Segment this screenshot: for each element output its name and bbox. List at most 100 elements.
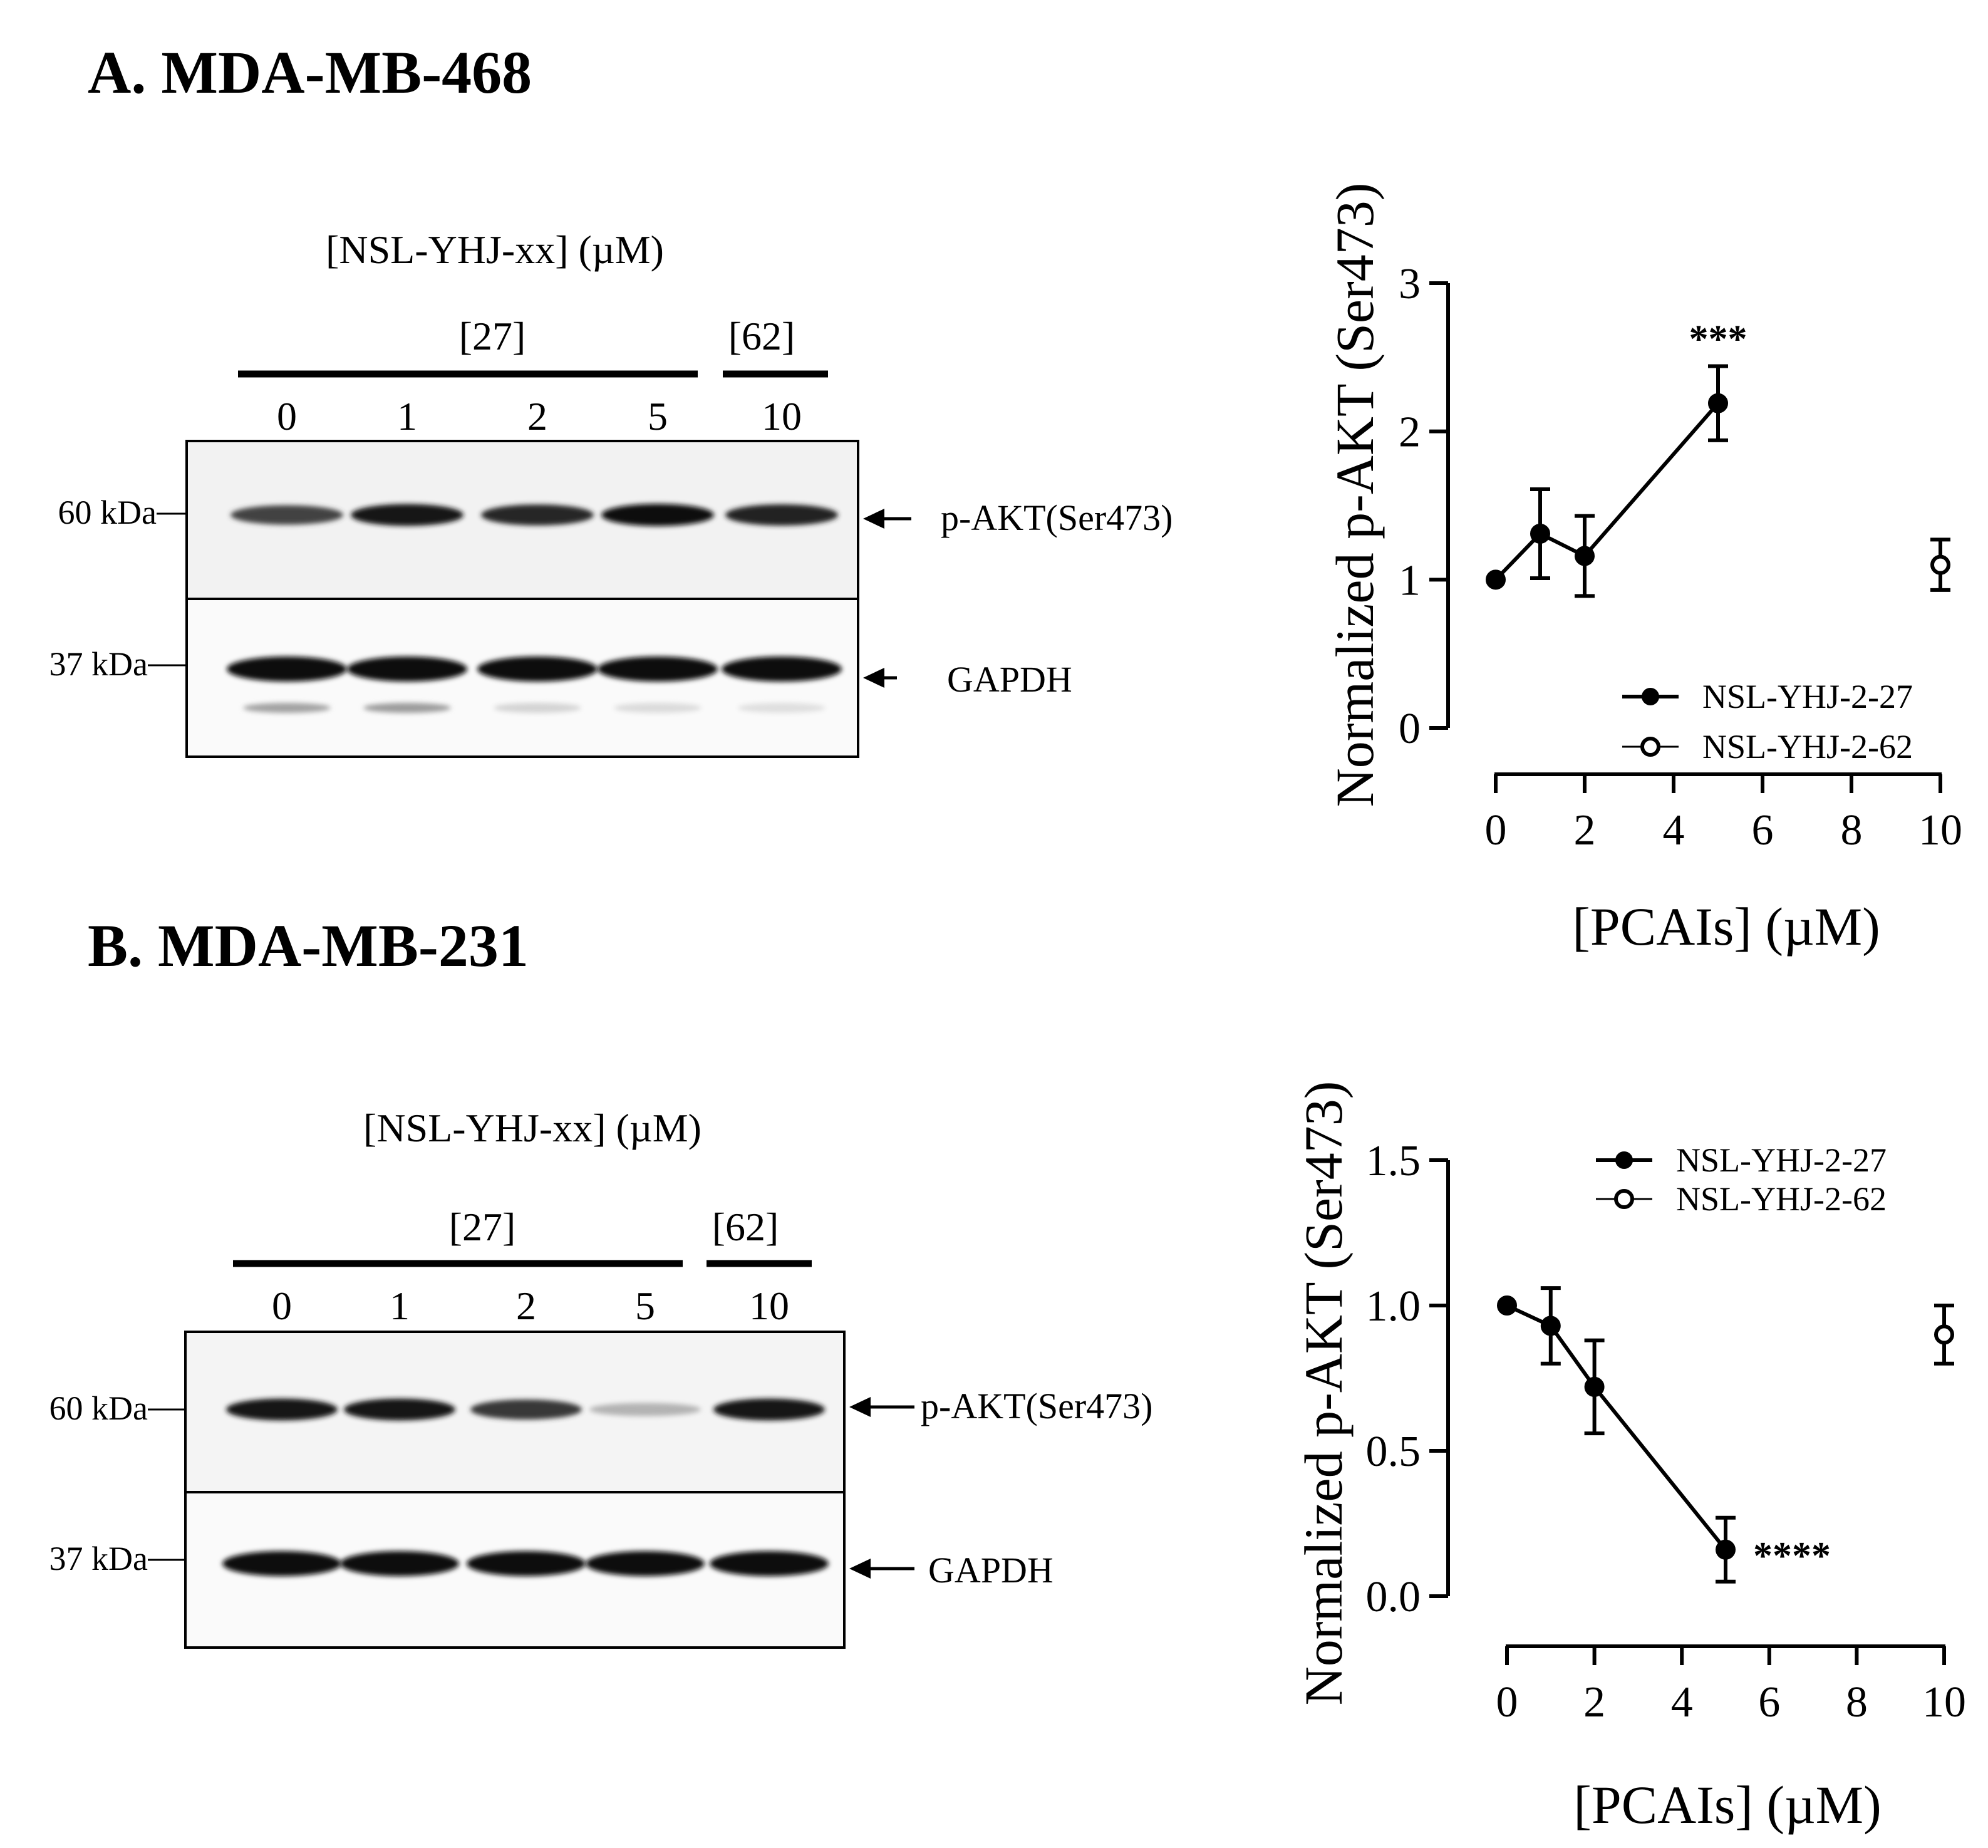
x-tick-label: 8 [1841,806,1863,854]
marker-60kda: 60 kDa [58,494,157,531]
band-gapdh [598,657,718,682]
western-blot-a: [NSL-YHJ-xx] (µM) [27] [62] 0 1 2 5 10 60 kD… [49,227,1173,758]
legend-label: NSL-YHJ-2-62 [1676,1180,1887,1218]
band-gapdh [722,657,842,682]
band-pakt [470,1399,582,1420]
lane-label: 5 [648,394,668,439]
band-pakt [344,1398,455,1421]
data-point [1934,1324,1954,1345]
data-point [1540,1316,1561,1336]
band-gapdh [340,1551,459,1576]
group-label-27: [27] [459,314,526,358]
lane-label: 10 [762,394,802,439]
legend-marker [1614,1189,1634,1209]
lane-label: 1 [397,394,417,439]
x-tick-label: 8 [1846,1678,1868,1726]
band-gapdh [710,1551,829,1576]
data-point [1530,523,1550,544]
chart-a: Normalized p-AKT (Ser473) [PCAIs] (µM) 0… [1325,183,1962,957]
y-tick-label: 1 [1399,556,1421,605]
target-pakt: p-AKT(Ser473) [921,1386,1152,1426]
band-gapdh [347,657,467,682]
x-tick-label: 4 [1671,1678,1693,1726]
y-tick-label: 1.0 [1366,1282,1421,1331]
group-label-62: [62] [728,314,795,358]
data-point [1486,569,1506,590]
legend-marker [1642,688,1659,705]
lane-label: 0 [272,1284,292,1328]
y-axis-label: Normalized p-AKT (Ser473) [1293,1081,1354,1706]
arrow-gapdh [849,1559,914,1579]
x-tick-label: 0 [1485,806,1507,854]
data-point [1716,1539,1736,1560]
western-blot-b: [NSL-YHJ-xx] (µM) [27] [62] 0 1 2 5 10 60 kD… [49,1106,1152,1649]
series-line [1494,402,1720,581]
blot-header: [NSL-YHJ-xx] (µM) [363,1106,701,1150]
lane-label: 5 [635,1284,655,1328]
lane-label: 2 [516,1284,536,1328]
band-gapdh [477,657,598,682]
band-pakt [601,504,714,526]
band-pakt [713,1398,825,1421]
data-point [1930,554,1950,575]
y-tick-label: 2 [1399,408,1421,457]
band-pakt [351,504,463,526]
band-pakt [725,504,838,526]
arrow-pakt [849,1397,914,1417]
band-pakt [589,1403,701,1416]
data-point [1497,1295,1517,1316]
band-lower [243,703,331,713]
legend-label: NSL-YHJ-2-27 [1676,1141,1887,1179]
chart-b: Normalized p-AKT (Ser473) [PCAIs] (µM) 0… [1293,1081,1966,1835]
lane-label: 10 [749,1284,789,1328]
group-label-62: [62] [712,1205,779,1249]
y-tick-label: 0.5 [1366,1428,1421,1476]
band-lower [494,703,581,713]
band-pakt [230,505,343,525]
significance-label: *** [1689,318,1747,361]
data-point [1708,393,1728,413]
x-tick-label: 2 [1583,1678,1605,1726]
band-pakt [481,504,594,526]
legend-label: NSL-YHJ-2-62 [1702,728,1913,766]
legend-marker [1615,1151,1633,1169]
x-tick-label: 6 [1758,1678,1780,1726]
band-lower [738,703,826,713]
arrow-pakt [863,509,911,529]
lane-label: 1 [390,1284,410,1328]
significance-label: **** [1753,1535,1831,1577]
x-tick-label: 6 [1752,806,1774,854]
band-pakt [226,1398,338,1421]
y-axis-label: Normalized p-AKT (Ser473) [1325,183,1385,807]
legend-marker [1640,737,1660,757]
band-gapdh [227,657,347,682]
lane-label: 2 [527,394,547,439]
y-tick-label: 1.5 [1366,1137,1421,1185]
arrow-gapdh [863,668,897,688]
target-gapdh: GAPDH [928,1550,1054,1591]
series-line [1506,1304,1727,1551]
marker-37kda: 37 kDa [49,1540,148,1577]
x-tick-label: 10 [1922,1678,1966,1726]
y-tick-label: 0 [1399,705,1421,753]
band-lower [363,703,451,713]
target-pakt: p-AKT(Ser473) [941,497,1173,538]
x-tick-label: 2 [1574,806,1596,854]
x-axis-label: [PCAIs] (µM) [1572,896,1880,957]
lane-label: 0 [277,394,297,439]
x-tick-label: 0 [1496,1678,1518,1726]
band-gapdh [467,1551,586,1576]
panel-b-title: B. MDA-MB-231 [88,912,529,979]
blot-header: [NSL-YHJ-xx] (µM) [326,227,664,272]
marker-37kda: 37 kDa [49,645,148,683]
data-point [1584,1376,1605,1397]
group-label-27: [27] [449,1205,516,1249]
x-axis-label: [PCAIs] (µM) [1573,1775,1881,1835]
data-point [1575,546,1595,566]
band-gapdh [222,1551,341,1576]
legend-label: NSL-YHJ-2-27 [1702,678,1913,715]
y-tick-label: 0.0 [1366,1573,1421,1621]
marker-60kda: 60 kDa [49,1389,148,1427]
y-tick-label: 3 [1399,260,1421,308]
